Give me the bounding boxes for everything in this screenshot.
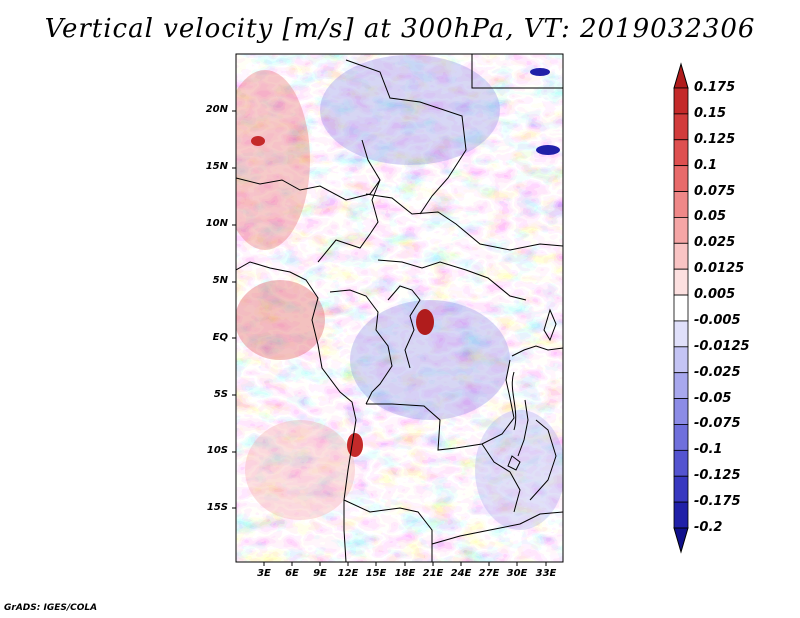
lat-label-eq: EQ	[212, 332, 228, 343]
colorbar-level-label: 0.05	[694, 209, 727, 225]
colorbar-level-label: -0.0125	[694, 338, 750, 354]
lon-label-24e: 24E	[450, 568, 472, 579]
lat-label-5n: 5N	[212, 275, 228, 286]
colorbar-level-label: 0.005	[694, 287, 736, 303]
downdraft-core-northeast	[530, 68, 550, 76]
colorbar-swatch	[673, 475, 689, 503]
colorbar-level-label: 0.075	[694, 183, 736, 199]
velocity-field	[236, 54, 563, 562]
country-borders	[236, 54, 563, 562]
colorbar-swatch	[673, 346, 689, 374]
colorbar-swatch	[673, 424, 689, 451]
lon-label-30e: 30E	[506, 568, 528, 579]
colorbar	[673, 62, 689, 554]
lon-label-3e: 3E	[257, 568, 271, 579]
lat-label-5s: 5S	[213, 389, 228, 400]
lon-label-9e: 9E	[313, 568, 327, 579]
colorbar-swatch	[673, 165, 689, 192]
updraft-core-angola	[347, 433, 363, 457]
lon-label-18e: 18E	[394, 568, 416, 579]
colorbar-swatch	[673, 242, 689, 270]
colorbar-level-label: 0.0125	[694, 261, 745, 277]
lat-label-10s: 10S	[206, 445, 228, 456]
colorbar-swatch	[673, 449, 689, 477]
lat-ticks	[232, 110, 236, 509]
colorbar-swatch	[673, 294, 689, 322]
colorbar-swatch	[673, 217, 689, 244]
colorbar-level-label: -0.005	[694, 312, 741, 328]
colorbar-min-arrow	[673, 527, 689, 554]
lat-label-15s: 15S	[206, 502, 228, 513]
colorbar-level-label: 0.125	[694, 131, 736, 147]
colorbar-level-label: 0.15	[694, 105, 727, 121]
lat-label-15n: 15N	[205, 161, 228, 172]
colorbar-max-arrow	[673, 62, 689, 89]
lon-label-21e: 21E	[422, 568, 444, 579]
updraft-core-north	[251, 136, 265, 146]
grads-credit: GrADS: IGES/COLA	[4, 603, 98, 613]
colorbar-level-label: -0.075	[694, 416, 741, 432]
lat-label-20n: 20N	[205, 104, 228, 115]
colorbar-swatch	[673, 320, 689, 348]
plot-frame	[235, 53, 564, 563]
colorbar-swatch	[673, 113, 689, 141]
colorbar-level-label: -0.1	[694, 442, 723, 458]
lon-label-6e: 6E	[285, 568, 299, 579]
colorbar-swatch	[673, 501, 689, 529]
colorbar-level-label: -0.05	[694, 390, 732, 406]
colorbar-level-label: 0.1	[694, 157, 718, 173]
lon-label-12e: 12E	[337, 568, 359, 579]
colorbar-swatch	[673, 87, 689, 115]
colorbar-swatch	[673, 398, 689, 425]
colorbar-swatch	[673, 268, 689, 296]
colorbar-level-label: -0.125	[694, 468, 741, 484]
colorbar-level-label: 0.175	[694, 80, 736, 95]
lon-label-33e: 33E	[535, 568, 557, 579]
lat-label-10n: 10N	[205, 218, 228, 229]
colorbar-swatch	[673, 139, 689, 167]
lon-label-27e: 27E	[478, 568, 500, 579]
colorbar-level-label: -0.175	[694, 494, 741, 510]
lon-ticks	[263, 562, 547, 566]
updraft-core-central	[416, 309, 434, 335]
colorbar-swatch	[673, 191, 689, 218]
map-title: Vertical velocity [m/s] at 300hPa, VT: 2…	[44, 14, 756, 44]
lon-label-15e: 15E	[365, 568, 387, 579]
colorbar-level-label: 0.025	[694, 235, 736, 251]
colorbar-level-label: -0.2	[694, 520, 723, 535]
colorbar-level-label: -0.025	[694, 364, 741, 380]
colorbar-swatch	[673, 372, 689, 399]
downdraft-core-east	[536, 145, 560, 155]
